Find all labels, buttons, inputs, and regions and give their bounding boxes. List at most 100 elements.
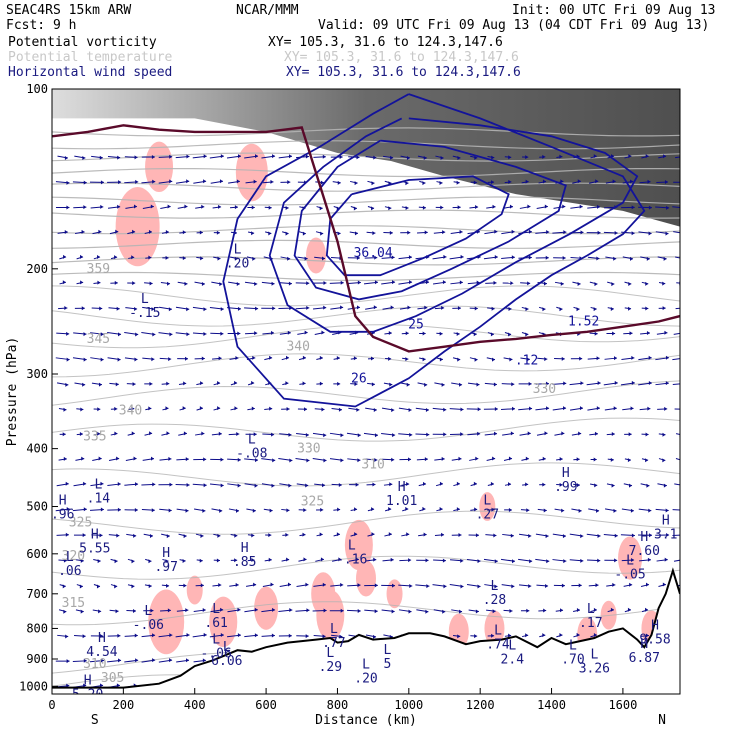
- y-tick-label: 100: [26, 82, 48, 96]
- wind-arrowhead: [135, 482, 139, 487]
- wind-vector: [672, 509, 680, 511]
- wind-arrowhead: [269, 355, 273, 360]
- wind-arrowhead: [509, 609, 513, 614]
- wind-arrowhead: [665, 508, 669, 513]
- x-tick-label: 1200: [466, 698, 495, 712]
- wind-arrowhead: [508, 456, 512, 461]
- wind-arrowhead: [167, 281, 171, 286]
- wind-arrowhead: [166, 381, 170, 386]
- wind-arrowhead: [357, 458, 361, 463]
- wind-arrowhead: [683, 381, 686, 385]
- wind-arrowhead: [629, 256, 633, 261]
- wind-arrowhead: [255, 458, 259, 463]
- wind-arrowhead: [340, 458, 344, 463]
- wind-arrowhead: [562, 534, 566, 539]
- wind-arrowhead: [477, 584, 481, 589]
- theta-label: 340: [286, 340, 309, 355]
- wind-arrowhead: [117, 204, 121, 209]
- wind-arrowhead: [319, 206, 323, 211]
- wind-arrowhead: [165, 255, 169, 260]
- wind-arrowhead: [372, 231, 376, 236]
- wind-arrowhead: [562, 256, 566, 261]
- wind-arrowhead: [423, 156, 427, 161]
- wind-arrowhead: [525, 332, 529, 337]
- wind-arrowhead: [612, 582, 616, 587]
- field-xy-pv: XY= 105.3, 31.6 to 124.3,147.6: [268, 35, 503, 50]
- wind-arrowhead: [97, 431, 101, 436]
- pv-patch: [115, 187, 160, 267]
- wind-arrowhead: [302, 381, 306, 386]
- wind-arrowhead: [303, 508, 307, 513]
- wind-arrowhead: [353, 356, 357, 361]
- wind-arrowhead: [304, 407, 308, 412]
- wind-arrowhead: [614, 558, 618, 563]
- wind-arrowhead: [439, 507, 443, 512]
- wind-arrowhead: [597, 381, 601, 386]
- wind-arrowhead: [285, 532, 289, 537]
- wind-arrowhead: [199, 558, 203, 563]
- wind-arrowhead: [114, 406, 118, 411]
- wind-arrowhead: [98, 382, 102, 387]
- wind-arrowhead: [527, 281, 531, 286]
- wind-arrowhead: [474, 507, 478, 512]
- wind-arrowhead: [288, 582, 292, 587]
- wind-arrowhead: [234, 380, 238, 385]
- wind-arrowhead: [64, 305, 68, 310]
- wind-arrowhead: [439, 357, 443, 362]
- wind-arrowhead: [576, 307, 580, 312]
- wind-arrowhead: [115, 229, 119, 234]
- wind-arrowhead: [83, 507, 87, 512]
- wind-arrowhead: [98, 609, 102, 614]
- wind-arrowhead: [681, 634, 684, 638]
- wind-arrowhead: [460, 584, 464, 589]
- wind-arrowhead: [663, 483, 667, 488]
- wind-arrowhead: [200, 256, 204, 261]
- wind-arrowhead: [374, 609, 378, 614]
- wind-arrowhead: [79, 431, 83, 436]
- wind-arrowhead: [235, 582, 239, 587]
- wind-speed-label: 26: [351, 371, 367, 386]
- wind-arrowhead: [596, 256, 600, 261]
- wind-arrowhead: [353, 206, 357, 211]
- wind-vector: [672, 383, 680, 385]
- y-tick-label: 400: [26, 442, 48, 456]
- wind-arrowhead: [646, 330, 650, 335]
- wind-arrowhead: [457, 155, 461, 160]
- wind-arrowhead: [79, 584, 83, 589]
- wind-arrowhead: [492, 204, 496, 209]
- extremum-value: 6.87: [629, 651, 660, 666]
- wind-arrowhead: [236, 432, 240, 437]
- wind-arrowhead: [579, 356, 583, 361]
- wind-arrowhead: [302, 355, 306, 360]
- wind-arrowhead: [682, 557, 685, 561]
- wind-arrowhead: [525, 456, 529, 461]
- wind-arrowhead: [476, 280, 480, 285]
- wind-arrowhead: [526, 357, 530, 362]
- wind-arrowhead: [563, 381, 567, 386]
- wind-arrowhead: [546, 559, 550, 564]
- wind-arrowhead: [613, 406, 617, 411]
- wind-arrowhead: [646, 483, 650, 488]
- wind-arrowhead: [475, 609, 479, 614]
- wind-arrowhead: [475, 204, 479, 209]
- wind-arrowhead: [252, 256, 256, 261]
- theta-label: 325: [301, 494, 324, 509]
- wind-arrowhead: [525, 179, 529, 184]
- wind-arrowhead: [117, 357, 121, 362]
- wind-arrowhead: [511, 382, 515, 387]
- wind-arrowhead: [114, 255, 118, 260]
- wind-arrowhead: [304, 256, 308, 261]
- wind-arrowhead: [340, 433, 344, 438]
- wind-arrowhead: [559, 457, 563, 462]
- wind-arrowhead: [509, 204, 513, 209]
- field-xy-wind: XY= 105.3, 31.6 to 124.3,147.6: [286, 65, 521, 80]
- wind-arrowhead: [373, 408, 377, 413]
- wind-arrowhead: [597, 204, 601, 209]
- wind-arrowhead: [494, 406, 498, 411]
- extremum-value: .28: [483, 593, 506, 608]
- wind-arrowhead: [169, 658, 173, 663]
- wind-arrowhead: [305, 582, 309, 587]
- wind-arrowhead: [252, 508, 256, 513]
- wind-arrowhead: [610, 607, 614, 612]
- wind-arrowhead: [614, 380, 618, 385]
